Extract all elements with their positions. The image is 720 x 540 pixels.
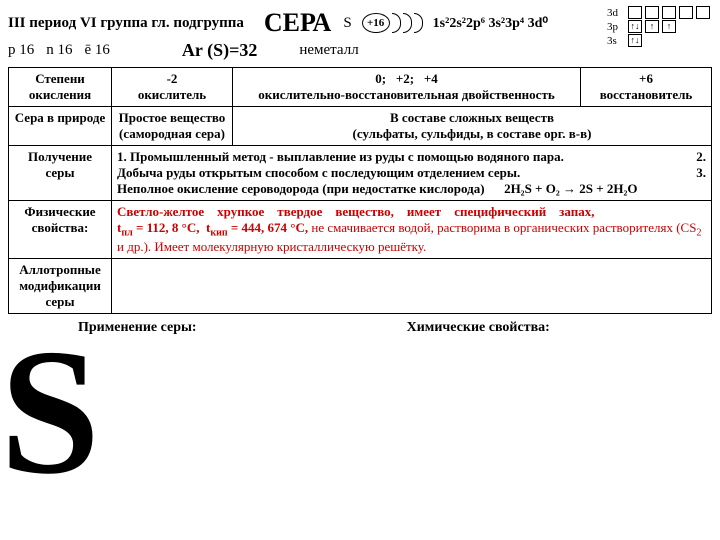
phys-p2f: не смачивается водой, растворима в орган…: [311, 220, 696, 235]
obtain-line1r: 2.: [696, 149, 706, 165]
atomic-mass: Ar (S)=32: [182, 40, 257, 61]
shell: [414, 13, 423, 33]
phys-p2h: и др.). Имеет молекулярную кристаллическ…: [117, 239, 426, 254]
cell-ox-mixed: 0; +2; +4 окислительно-восстановительная…: [233, 68, 581, 107]
orbital-diagram: 3d 3p ↑↓ ↑ ↑ 3s ↑↓: [607, 6, 710, 48]
nonmetal-label: неметалл: [299, 42, 358, 59]
phys-p1: Светло-желтое хрупкое твердое вещество, …: [117, 204, 594, 219]
ox-6-val: +6: [639, 71, 653, 86]
nature-simple-bot: (самородная сера): [119, 126, 225, 141]
phys-sub1: пл: [121, 228, 132, 239]
orb-label-3p: 3p: [607, 21, 625, 33]
obtain-line2: Добыча руды открытым способом с последую…: [117, 165, 520, 181]
element-symbol-large: S: [0, 340, 100, 484]
orb-box: [679, 6, 693, 19]
phys-sub2: кип: [210, 228, 227, 239]
period-group-text: III период VI группа гл. подгруппа: [8, 15, 244, 32]
row-in-nature: Сера в природе Простое вещество (самород…: [9, 107, 712, 146]
obtain-line1: 1. Промышленный метод - выплавление из р…: [117, 149, 564, 165]
orb-box: [696, 6, 710, 19]
rowhead-phys: Физические свойства:: [9, 201, 112, 259]
orb-box: [628, 6, 642, 19]
ox-2-role: окислитель: [138, 87, 206, 102]
row-oxidation-states: Степени окисления -2 окислитель 0; +2; +…: [9, 68, 712, 107]
properties-table: Степени окисления -2 окислитель 0; +2; +…: [8, 67, 712, 314]
orb-box: ↑: [645, 20, 659, 33]
rowhead-nature: Сера в природе: [9, 107, 112, 146]
nature-complex-top: В составе сложных веществ: [390, 110, 554, 125]
cell-allotrope: [112, 258, 712, 313]
orb-label-3s: 3s: [607, 35, 625, 47]
rowhead-oxstates: Степени окисления: [9, 68, 112, 107]
row-physical: Физические свойства: Светло-желтое хрупк…: [9, 201, 712, 259]
orb-box: [645, 6, 659, 19]
rowhead-obtain: Получение серы: [9, 146, 112, 201]
obtain-equation: 2H₂S + O₂ → 2S + 2H₂O: [504, 181, 637, 196]
electrons: ē 16: [85, 42, 110, 59]
atom-symbol: S: [343, 15, 351, 32]
protons: p 16: [8, 42, 34, 59]
orb-box: ↑↓: [628, 34, 642, 47]
orb-box: ↑: [662, 20, 676, 33]
phys-t2: = 112, 8 °C, t: [133, 220, 211, 235]
neutrons: n 16: [46, 42, 72, 59]
cell-nature-simple: Простое вещество (самородная сера): [112, 107, 233, 146]
ox-mixed-val: 0; +2; +4: [375, 71, 437, 86]
orb-box: ↑↓: [628, 20, 642, 33]
ox-2-val: -2: [167, 71, 178, 86]
cell-ox-6: +6 восстановитель: [581, 68, 712, 107]
row-obtaining: Получение серы 1. Промышленный метод - в…: [9, 146, 712, 201]
orb-label-3d: 3d: [607, 7, 625, 19]
nucleus: +16: [362, 13, 390, 33]
phys-sub3: 2: [696, 228, 701, 239]
obtain-line2r: 3.: [696, 165, 706, 181]
ox-6-role: восстановитель: [600, 87, 693, 102]
atom-diagram: +16: [362, 13, 423, 33]
cell-phys: Светло-желтое хрупкое твердое вещество, …: [112, 201, 712, 259]
obtain-line3a: Неполное окисление сероводорода (при нед…: [117, 181, 501, 196]
section-chem-heading: Химические свойства:: [407, 320, 550, 336]
page-title: СЕРА: [264, 8, 331, 38]
electron-config: 1s²2s²2p⁶ 3s²3p⁴ 3d⁰: [433, 15, 548, 32]
row-allotropes: Аллотропные модификации серы: [9, 258, 712, 313]
shell: [403, 13, 412, 33]
cell-obtain: 1. Промышленный метод - выплавление из р…: [112, 146, 712, 201]
nature-complex-bot: (сульфаты, сульфиды, в составе орг. в-в): [353, 126, 592, 141]
shell: [392, 13, 401, 33]
cell-ox-2: -2 окислитель: [112, 68, 233, 107]
orb-box: [662, 6, 676, 19]
ox-mixed-role: окислительно-восстановительная двойствен…: [258, 87, 554, 102]
phys-t3: = 444, 674 °C,: [228, 220, 312, 235]
rowhead-allotrope: Аллотропные модификации серы: [9, 258, 112, 313]
nature-simple-top: Простое вещество: [119, 110, 226, 125]
cell-nature-complex: В составе сложных веществ (сульфаты, сул…: [233, 107, 712, 146]
